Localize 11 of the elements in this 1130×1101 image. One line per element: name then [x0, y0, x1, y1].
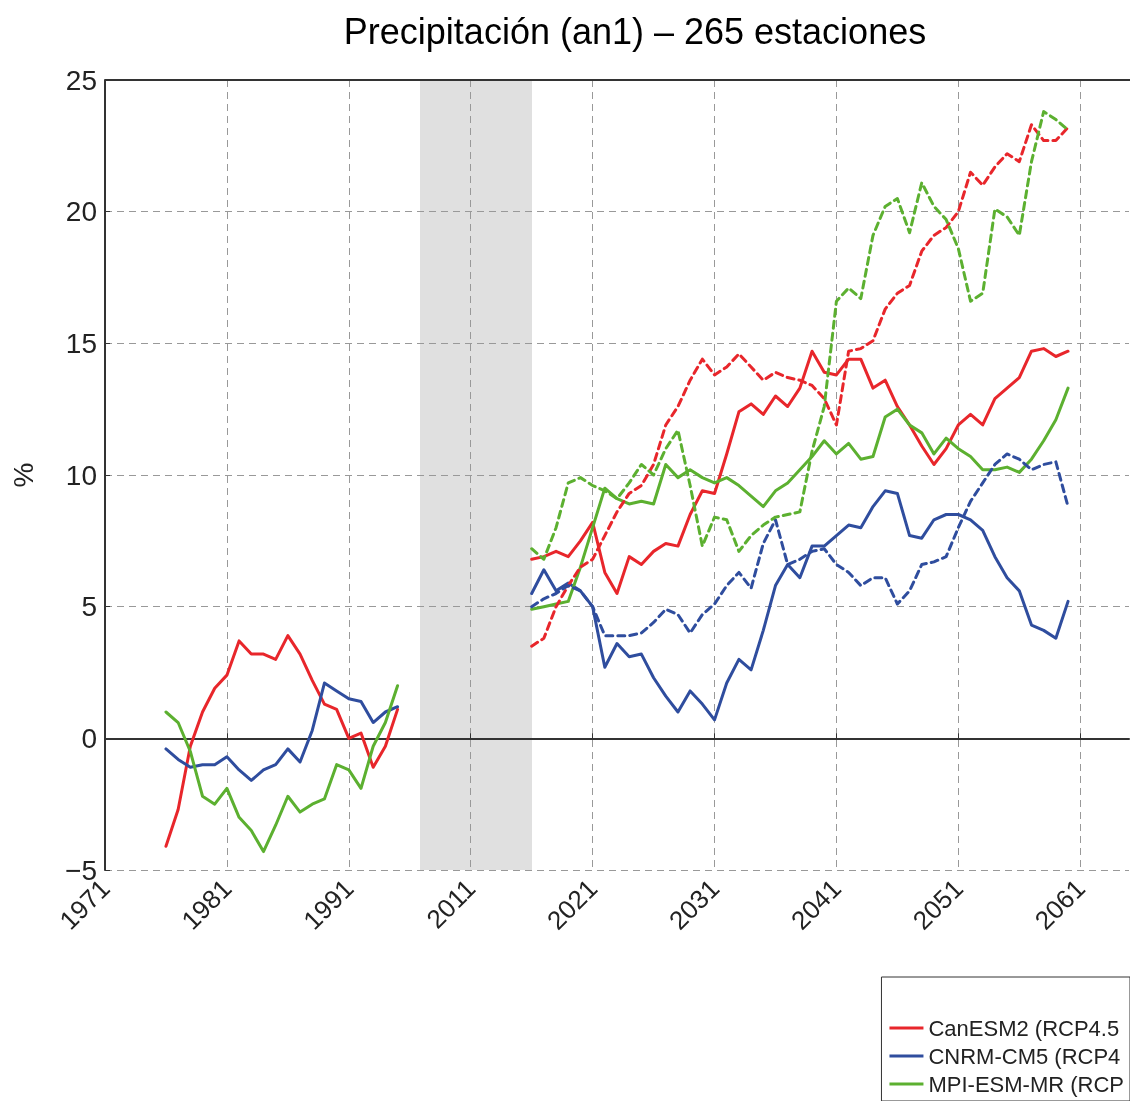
y-tick-label: 0: [81, 722, 97, 754]
y-tick-label: 20: [65, 196, 97, 228]
y-tick-label: 10: [65, 459, 97, 491]
y-tick-label: 5: [81, 591, 97, 623]
legend-label: MPI-ESM-MR (RCP: [928, 1071, 1125, 1097]
legend-label: CNRM-CM5 (RCP4: [928, 1043, 1121, 1069]
legend-label: CanESM2 (RCP4.5: [928, 1015, 1120, 1041]
y-tick-label: 15: [65, 327, 97, 359]
chart-title: Precipitación (an1) – 265 estaciones: [343, 10, 927, 52]
y-tick-label: 25: [65, 64, 97, 96]
y-axis-title: %: [7, 462, 39, 488]
